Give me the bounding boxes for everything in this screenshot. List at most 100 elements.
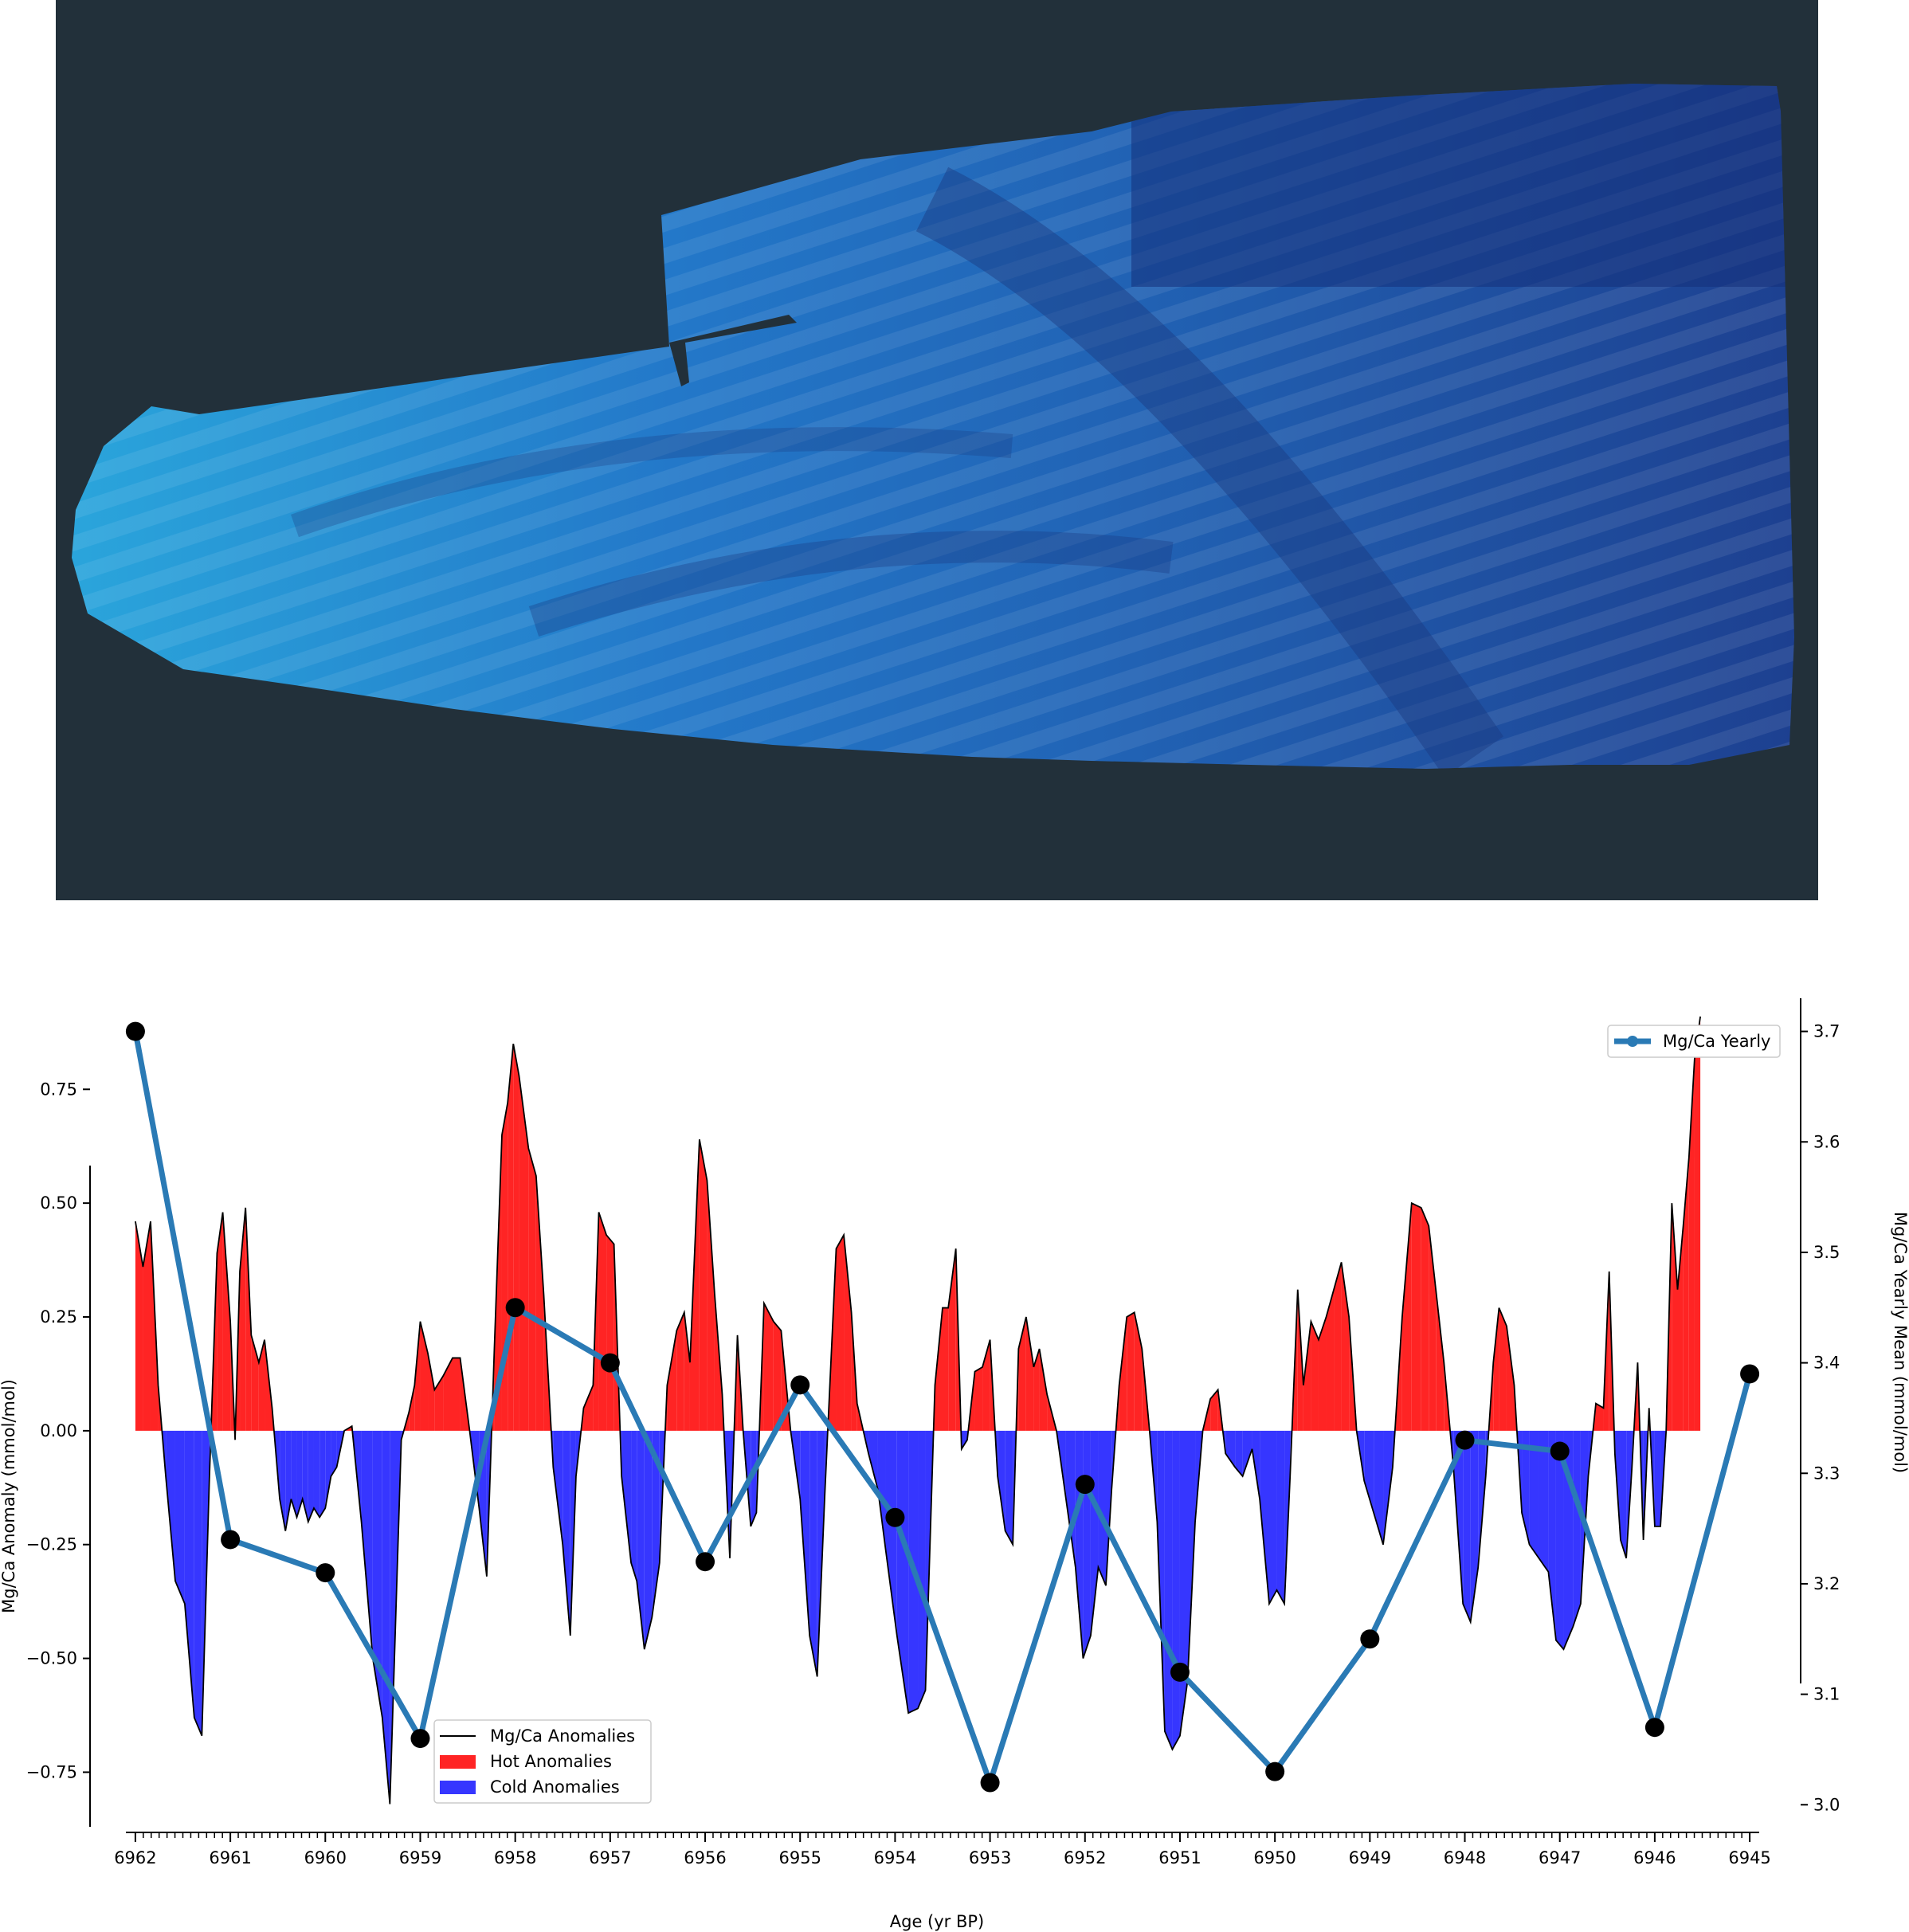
legend-hot-swatch bbox=[440, 1755, 476, 1769]
hot-anomaly-area bbox=[1506, 1326, 1515, 1431]
hot-anomaly-area bbox=[943, 1307, 949, 1431]
legend-yearly-box bbox=[1607, 1025, 1781, 1058]
cold-anomaly-area bbox=[331, 1430, 337, 1476]
yearly-marker bbox=[790, 1375, 810, 1395]
cold-anomaly-area bbox=[194, 1430, 202, 1736]
x-tick-label: 6956 bbox=[684, 1848, 726, 1867]
yearly-markers bbox=[125, 1021, 1760, 1793]
cold-anomaly-area bbox=[1098, 1430, 1106, 1586]
yearly-marker bbox=[316, 1563, 335, 1583]
hot-anomaly-area bbox=[974, 1366, 983, 1431]
cold-anomaly-area bbox=[1172, 1430, 1180, 1750]
legend-anomalies-box bbox=[433, 1719, 652, 1804]
hot-anomaly-area bbox=[443, 1358, 453, 1431]
hot-anomaly-area bbox=[844, 1235, 852, 1431]
cold-anomaly-area bbox=[1157, 1430, 1165, 1731]
cold-anomaly-area bbox=[1470, 1430, 1479, 1622]
yearly-marker bbox=[221, 1530, 241, 1550]
hot-anomaly-area bbox=[667, 1330, 677, 1431]
x-tick-label: 6953 bbox=[969, 1848, 1011, 1867]
y-left-tick-label: 0.25 bbox=[40, 1307, 77, 1327]
x-tick-label: 6959 bbox=[399, 1848, 441, 1867]
cold-anomaly-area bbox=[1269, 1430, 1277, 1604]
coral-dark-corner bbox=[1131, 84, 1794, 287]
cold-anomaly-area bbox=[998, 1430, 1005, 1531]
cold-anomaly-area bbox=[382, 1430, 390, 1805]
hot-anomaly-area bbox=[1303, 1321, 1311, 1431]
hot-anomaly-area bbox=[494, 1135, 502, 1431]
cold-anomaly-area bbox=[319, 1430, 326, 1518]
cold-anomaly-area bbox=[868, 1430, 878, 1491]
hot-anomaly-area bbox=[763, 1303, 774, 1431]
hot-anomaly-area bbox=[1596, 1403, 1604, 1431]
hot-anomaly-area bbox=[434, 1376, 444, 1431]
left-axis-label: Mg/Ca Anomaly (mmol/mol) bbox=[0, 1379, 18, 1613]
coral-dark-band bbox=[528, 531, 1174, 637]
cold-anomaly-area bbox=[1235, 1430, 1243, 1476]
y-left-tick-label: 0.75 bbox=[40, 1080, 77, 1099]
cold-anomaly-area bbox=[1083, 1430, 1091, 1659]
cold-anomaly-area bbox=[1555, 1430, 1564, 1650]
hot-anomaly-area bbox=[414, 1321, 421, 1431]
hot-anomaly-area bbox=[1210, 1389, 1218, 1431]
yearly-marker bbox=[1740, 1364, 1760, 1384]
legend-cold-label: Cold Anomalies bbox=[490, 1777, 620, 1797]
cold-anomaly-area bbox=[1075, 1430, 1084, 1659]
hot-anomaly-area bbox=[689, 1139, 700, 1431]
hot-anomaly-area bbox=[1429, 1225, 1437, 1431]
hot-anomaly-area bbox=[1499, 1307, 1507, 1431]
x-tick-label: 6946 bbox=[1633, 1848, 1676, 1867]
cold-anomaly-area bbox=[809, 1430, 817, 1677]
yearly-marker bbox=[1644, 1718, 1664, 1738]
cold-anomaly-area bbox=[918, 1430, 926, 1709]
y-right-tick-label: 3.3 bbox=[1813, 1464, 1840, 1483]
right-axis-label: Mg/Ca Yearly Mean (mmol/mol) bbox=[1891, 1212, 1909, 1473]
hot-anomaly-area bbox=[143, 1221, 151, 1431]
left-axis-ticks: −0.75 −0.50 −0.25 0.00 0.25 0.50 0.75 bbox=[26, 1080, 90, 1781]
y-left-tick-label: 0.50 bbox=[40, 1193, 77, 1213]
cold-anomaly-area bbox=[1187, 1430, 1196, 1682]
cold-anomaly-area bbox=[730, 1430, 735, 1558]
hot-anomaly-area bbox=[519, 1076, 529, 1431]
hot-anomaly-area bbox=[222, 1212, 231, 1431]
cold-anomaly-area bbox=[1260, 1430, 1269, 1604]
hot-anomaly-area bbox=[1039, 1349, 1048, 1431]
hot-anomaly-area bbox=[773, 1321, 782, 1431]
cold-anomaly-area bbox=[1164, 1430, 1173, 1750]
cold-anomaly-area bbox=[1529, 1430, 1539, 1558]
coral-dark-band bbox=[915, 167, 1504, 769]
hot-anomaly-area bbox=[1326, 1289, 1335, 1431]
cold-anomaly-area bbox=[800, 1430, 810, 1636]
y-right-tick-label: 3.1 bbox=[1813, 1685, 1840, 1704]
cold-anomaly-area bbox=[563, 1430, 570, 1636]
legend-yearly-label: Mg/Ca Yearly bbox=[1663, 1032, 1770, 1051]
hot-anomaly-area bbox=[1401, 1203, 1412, 1431]
cold-anomaly-area bbox=[1276, 1430, 1285, 1604]
cold-anomaly-area bbox=[1005, 1430, 1013, 1545]
cold-anomaly-area bbox=[336, 1430, 345, 1468]
hot-anomaly-area bbox=[1127, 1312, 1135, 1431]
cold-anomaly-area bbox=[631, 1430, 637, 1581]
cold-anomaly-area bbox=[1065, 1430, 1076, 1568]
hot-anomaly-area bbox=[1311, 1321, 1319, 1431]
cold-anomaly-area bbox=[296, 1430, 303, 1518]
cold-anomaly-area bbox=[723, 1430, 731, 1558]
cold-anomaly-area bbox=[751, 1430, 757, 1526]
hot-anomaly-area bbox=[935, 1307, 943, 1431]
x-tick-label: 6945 bbox=[1728, 1848, 1770, 1867]
legend-anomalies: Mg/Ca Anomalies Hot Anomalies Cold Anoma… bbox=[433, 1719, 652, 1804]
hot-anomaly-area bbox=[508, 1044, 514, 1431]
cold-anomaly-area bbox=[361, 1430, 373, 1659]
hot-anomaly-area bbox=[606, 1235, 614, 1431]
cold-anomaly-area bbox=[291, 1430, 297, 1518]
hot-anomaly-area bbox=[501, 1103, 508, 1431]
cold-anomaly-area bbox=[885, 1430, 897, 1636]
hot-anomaly-area bbox=[707, 1180, 715, 1431]
cold-anomaly-area bbox=[486, 1430, 492, 1577]
cold-anomaly-area bbox=[1106, 1430, 1112, 1586]
hot-anomaly-area bbox=[513, 1044, 519, 1431]
mgca-chart: 6962 6961 6960 6959 6958 6957 6956 6955 6954 6953… bbox=[0, 998, 1909, 1931]
hot-anomaly-area bbox=[1694, 1016, 1701, 1431]
hot-anomaly-area bbox=[217, 1212, 223, 1431]
cold-anomaly-area bbox=[621, 1430, 632, 1563]
